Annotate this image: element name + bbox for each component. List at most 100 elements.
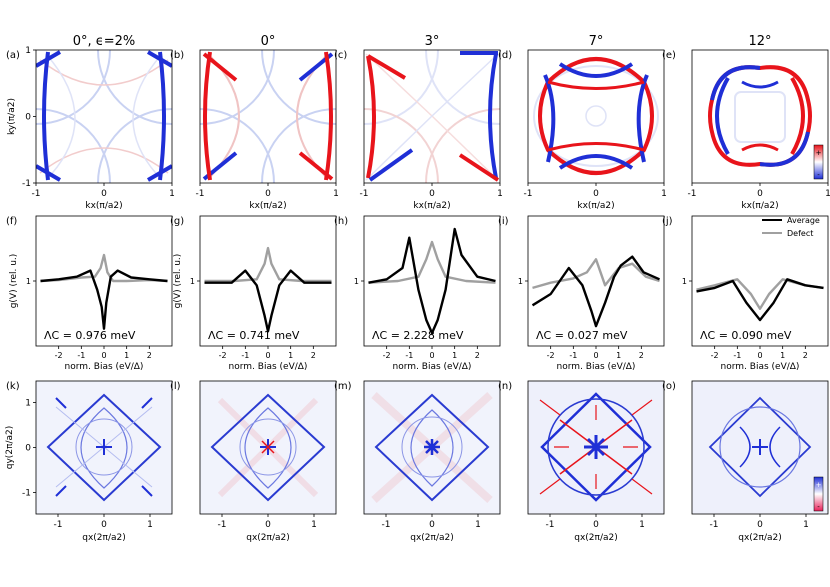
- x-tick-label: -2: [219, 351, 227, 360]
- panel-k: [35, 380, 173, 515]
- y-axis-label: g(V) (rel. u.): [9, 254, 19, 309]
- axes: (a)-1 0 1kx(π/a2)(b)-1 0 1kx(π/a2)(c)-1 0 1kx(…: [5, 46, 830, 543]
- x-axis-label: qx(2π/a2): [410, 533, 453, 543]
- series-line-average: [204, 269, 332, 333]
- panel-c: [363, 49, 501, 184]
- y-tick-label: 1: [190, 277, 195, 286]
- y-tick-label: 0: [25, 113, 31, 123]
- y-tick-label: -1: [22, 179, 31, 189]
- x-tick-label: 2: [803, 351, 808, 360]
- x-tick-label: 2: [147, 351, 152, 360]
- x-axis-label: kx(π/a2): [741, 201, 778, 211]
- x-tick-label: -1: [569, 351, 577, 360]
- x-tick-label: 1: [169, 189, 175, 199]
- x-tick-label: -1: [77, 351, 85, 360]
- panel-label-row3: (m): [334, 381, 352, 392]
- x-tick-label: 0: [101, 520, 107, 530]
- series-line-average: [531, 255, 660, 328]
- x-tick-label: -1: [360, 189, 369, 199]
- panel-l: [199, 380, 337, 515]
- series-line-defect: [532, 258, 660, 290]
- x-tick-label: -1: [218, 520, 227, 530]
- x-tick-label: -2: [711, 351, 719, 360]
- x-tick-label: 1: [475, 520, 481, 530]
- x-tick-label: -1: [733, 351, 741, 360]
- x-tick-label: -1: [524, 189, 533, 199]
- x-tick-label: 0: [593, 520, 599, 530]
- y-axis-label: ky(π/a2): [7, 98, 17, 135]
- x-tick-label: 0: [265, 520, 271, 530]
- x-tick-label: -1: [688, 189, 697, 199]
- x-tick-label: 1: [616, 351, 621, 360]
- panel-label-row1: (a): [6, 50, 20, 61]
- x-tick-label: 1: [825, 189, 830, 199]
- x-tick-label: 0: [265, 351, 270, 360]
- column-title-5: 12°: [748, 34, 771, 49]
- lambda-annotation: ΛC = 0.090 meV: [700, 329, 792, 342]
- column-title-4: 7°: [589, 34, 604, 49]
- x-axis-label: norm. Bias (eV/Δ): [721, 362, 800, 372]
- x-tick-label: 1: [288, 351, 293, 360]
- plot-frame: [691, 215, 829, 347]
- lambda-annotation: ΛC = 2.228 meV: [372, 329, 464, 342]
- x-tick-label: 0: [429, 189, 435, 199]
- y-tick-label: -1: [22, 489, 31, 499]
- panel-n: [527, 380, 665, 515]
- legend: Average Defect: [762, 216, 820, 238]
- y-tick-label: 1: [25, 46, 31, 56]
- colorbar-qpi-minus: -: [817, 503, 820, 511]
- lambda-annotation: ΛC = 0.976 meV: [44, 329, 136, 342]
- x-tick-label: 1: [147, 520, 153, 530]
- panel-o: + -: [691, 380, 829, 515]
- x-tick-label: 0: [757, 189, 763, 199]
- y-tick-label: 1: [26, 277, 31, 286]
- x-tick-label: -1: [241, 351, 249, 360]
- x-tick-label: -2: [55, 351, 63, 360]
- x-tick-label: 1: [803, 520, 809, 530]
- colorbar-plus: +: [816, 149, 822, 157]
- x-tick-label: 2: [311, 351, 316, 360]
- colorbar-minus: -: [817, 171, 820, 179]
- column-title-3: 3°: [425, 34, 440, 49]
- x-tick-label: 2: [475, 351, 480, 360]
- x-tick-label: 0: [101, 351, 106, 360]
- panel-m: [363, 380, 501, 515]
- panel-label-row3: (l): [170, 381, 181, 392]
- x-tick-label: 1: [124, 351, 129, 360]
- qpi-row: + -: [35, 380, 829, 515]
- x-tick-label: 1: [452, 351, 457, 360]
- x-tick-label: 0: [265, 189, 271, 199]
- series-line-defect: [40, 253, 168, 283]
- x-tick-label: 0: [757, 520, 763, 530]
- lambda-annotation: ΛC = 0.741 meV: [208, 329, 300, 342]
- x-tick-label: 0: [101, 189, 107, 199]
- panel-e: + -: [691, 49, 829, 184]
- series-line-average: [40, 269, 168, 330]
- column-title-2: 0°: [261, 34, 276, 49]
- x-tick-label: -1: [710, 520, 719, 530]
- y-tick-label: 0: [25, 444, 31, 454]
- x-axis-label: kx(π/a2): [249, 201, 286, 211]
- y-tick-label: 1: [25, 399, 31, 409]
- x-tick-label: -1: [54, 520, 63, 530]
- colorbar: [813, 144, 824, 180]
- x-tick-label: 1: [311, 520, 317, 530]
- panel-label-row1: (e): [662, 50, 676, 61]
- y-axis-label: qy(2π/a2): [5, 426, 15, 469]
- series-line-average: [696, 278, 824, 322]
- x-tick-label: -2: [547, 351, 555, 360]
- y-tick-label: 1: [354, 277, 359, 286]
- x-tick-label: -1: [196, 189, 205, 199]
- legend-defect-label: Defect: [787, 229, 813, 238]
- x-tick-label: 0: [429, 351, 434, 360]
- x-axis-label: kx(π/a2): [85, 201, 122, 211]
- x-tick-label: -1: [546, 520, 555, 530]
- x-tick-label: -2: [383, 351, 391, 360]
- panel-label-row2: (g): [170, 216, 184, 227]
- y-tick-label: 1: [518, 277, 523, 286]
